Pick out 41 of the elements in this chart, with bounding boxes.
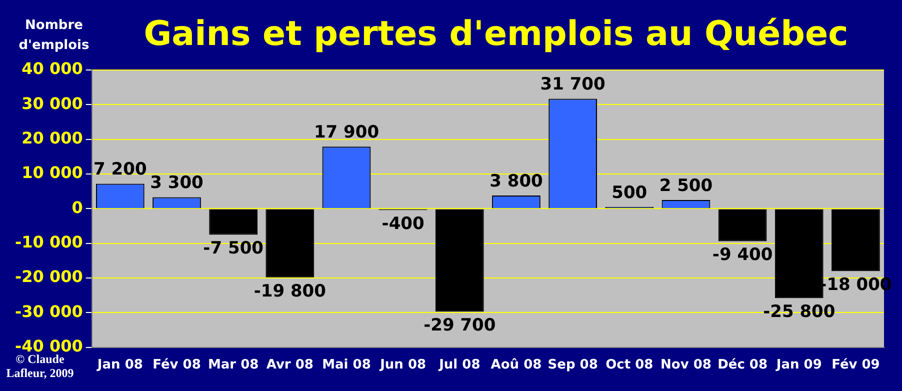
y-tick-label: -30 000 — [15, 302, 83, 321]
y-tick-label: 30 000 — [22, 94, 83, 113]
y-axis-title: Nombre d'emplois — [18, 17, 90, 55]
x-tick-label: Mai 08 — [322, 358, 371, 373]
x-tick-label: Sep 08 — [548, 358, 598, 373]
x-tick-label: Aoû 08 — [490, 358, 542, 373]
bar — [774, 209, 824, 298]
x-tick-label: Déc 08 — [718, 358, 768, 373]
data-label: 31 700 — [540, 74, 606, 95]
x-tick-label: Nov 08 — [660, 358, 712, 373]
bar — [718, 209, 767, 242]
data-label: 17 900 — [314, 122, 380, 143]
bar — [435, 209, 484, 312]
data-label: 500 — [612, 182, 648, 203]
x-tick-label: Mar 08 — [208, 358, 259, 373]
y-tick-label: 10 000 — [22, 163, 83, 182]
data-label: 3 300 — [150, 173, 204, 194]
data-label: -400 — [382, 214, 425, 234]
y-tick-label: -10 000 — [15, 232, 83, 252]
x-tick-label: Jan 08 — [96, 358, 143, 373]
data-label: -19 800 — [254, 281, 326, 302]
data-label: 2 500 — [659, 176, 713, 196]
y-tick-label: 40 000 — [22, 59, 83, 78]
data-label: 3 800 — [490, 171, 544, 192]
x-tick-label: Oct 08 — [606, 358, 654, 373]
x-tick-label: Jul 08 — [438, 358, 480, 373]
x-tick-label: Fév 09 — [832, 358, 880, 373]
y-tick-label: 0 — [72, 198, 83, 217]
data-label: -7 500 — [203, 238, 264, 259]
x-tick-label: Jan 09 — [775, 358, 822, 373]
x-tick-label: Jun 08 — [379, 358, 426, 373]
y-tick-label: 20 000 — [22, 128, 83, 148]
x-tick-label: Fév 08 — [152, 358, 201, 373]
chart-title: Gains et pertes d'emplois au Québec — [142, 14, 850, 54]
bar — [832, 209, 880, 272]
bar — [209, 209, 258, 235]
y-tick-label: -20 000 — [15, 267, 83, 286]
bar — [266, 209, 314, 278]
x-tick-label: Avr 08 — [266, 358, 314, 373]
data-label: -29 700 — [424, 316, 496, 336]
data-label: -9 400 — [712, 245, 773, 266]
